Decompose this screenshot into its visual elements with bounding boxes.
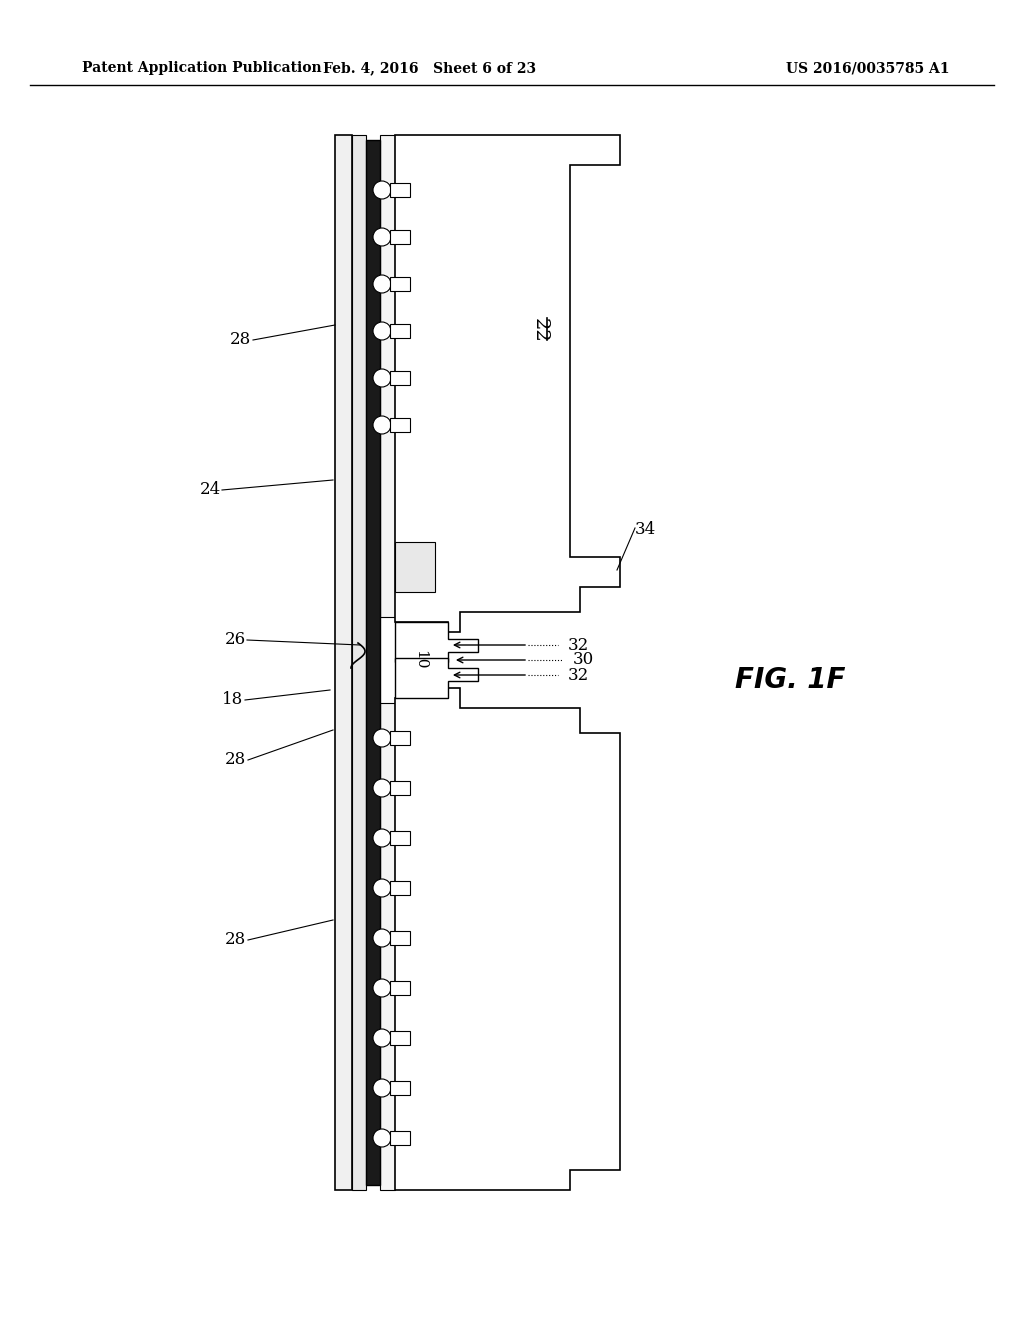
Bar [390, 183, 410, 197]
Circle shape [373, 979, 391, 997]
Bar [390, 1031, 410, 1045]
Circle shape [373, 228, 391, 246]
Text: 34: 34 [635, 521, 655, 539]
Circle shape [373, 779, 391, 797]
Bar [352, 135, 366, 1191]
Text: 24: 24 [200, 482, 220, 499]
Polygon shape [395, 657, 478, 698]
Bar [380, 135, 395, 616]
Circle shape [373, 416, 391, 434]
Text: Patent Application Publication: Patent Application Publication [82, 61, 322, 75]
Text: 10: 10 [413, 651, 427, 669]
Bar [390, 1081, 410, 1096]
Text: 28: 28 [224, 932, 246, 949]
Bar [335, 135, 352, 1191]
Circle shape [373, 370, 391, 387]
Circle shape [373, 1030, 391, 1047]
Polygon shape [395, 688, 620, 1191]
Circle shape [373, 929, 391, 946]
Text: 28: 28 [229, 331, 251, 348]
Circle shape [373, 1129, 391, 1147]
Text: 26: 26 [224, 631, 246, 648]
Circle shape [373, 829, 391, 847]
Text: 30: 30 [572, 652, 594, 668]
Polygon shape [395, 135, 620, 632]
Polygon shape [395, 622, 478, 663]
Text: US 2016/0035785 A1: US 2016/0035785 A1 [786, 61, 950, 75]
Text: 32: 32 [567, 667, 589, 684]
Circle shape [373, 879, 391, 898]
Circle shape [373, 181, 391, 199]
Bar [390, 323, 410, 338]
Text: 22: 22 [531, 318, 549, 342]
Bar [390, 880, 410, 895]
Circle shape [373, 729, 391, 747]
Bar [390, 230, 410, 244]
Bar [390, 981, 410, 995]
Bar [390, 1131, 410, 1144]
Text: 32: 32 [567, 636, 589, 653]
Bar [366, 140, 380, 1185]
Circle shape [373, 322, 391, 341]
Bar [390, 931, 410, 945]
Circle shape [373, 275, 391, 293]
Bar [395, 543, 435, 591]
Text: FIG. 1F: FIG. 1F [735, 667, 845, 694]
Circle shape [373, 1078, 391, 1097]
Bar [390, 731, 410, 744]
Bar [390, 418, 410, 432]
Bar [390, 277, 410, 290]
Bar [390, 832, 410, 845]
Text: Feb. 4, 2016   Sheet 6 of 23: Feb. 4, 2016 Sheet 6 of 23 [324, 61, 537, 75]
Bar [390, 781, 410, 795]
Text: 28: 28 [224, 751, 246, 768]
Text: 18: 18 [222, 692, 244, 709]
Bar [390, 371, 410, 385]
Bar [380, 704, 395, 1191]
